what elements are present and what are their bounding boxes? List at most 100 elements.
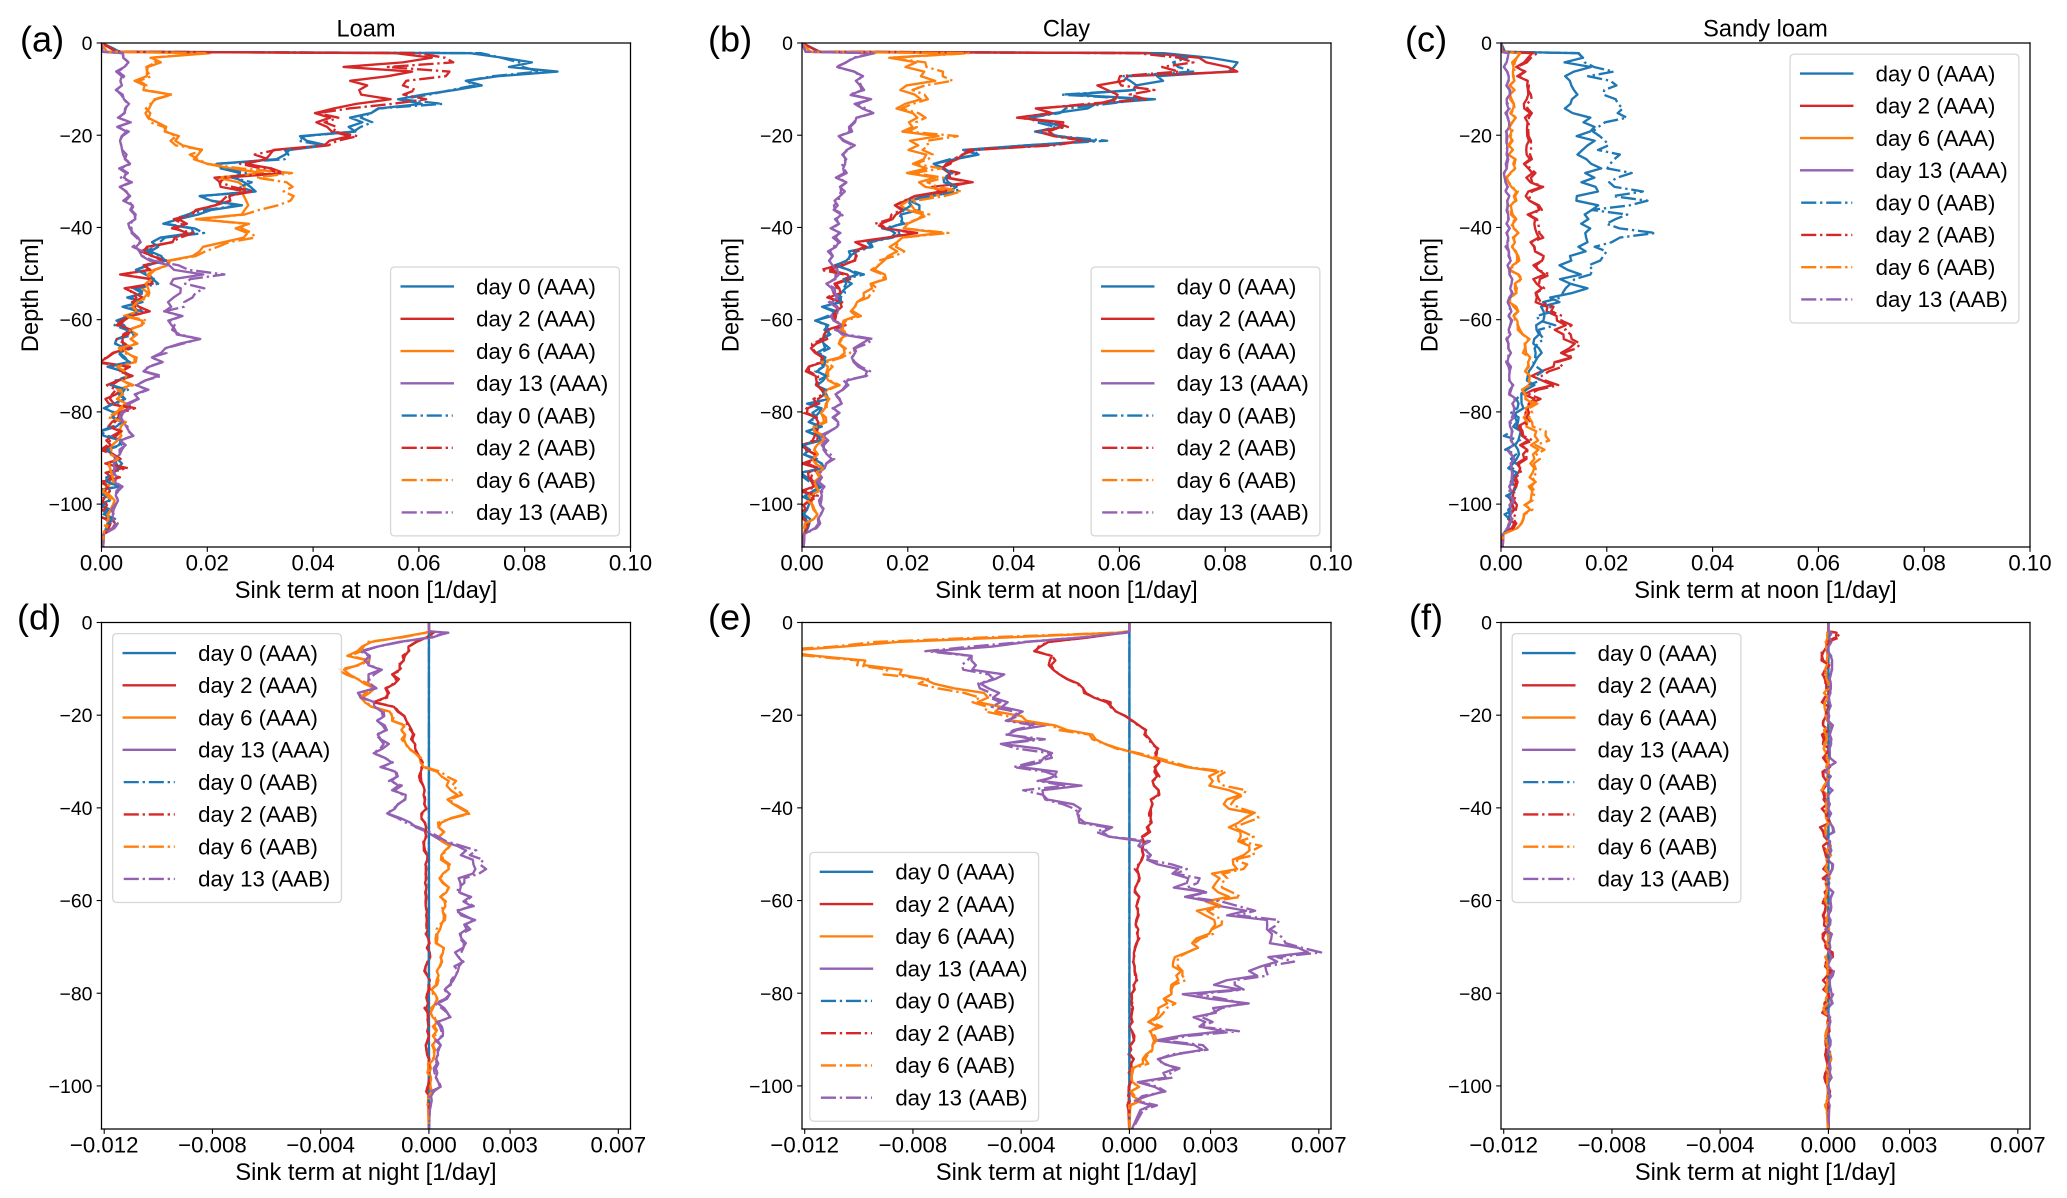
- svg-text:−100: −100: [49, 1076, 93, 1098]
- svg-text:−40: −40: [760, 798, 793, 820]
- svg-text:0.000: 0.000: [401, 1133, 457, 1158]
- svg-text:0: 0: [82, 613, 93, 635]
- svg-text:0.10: 0.10: [1309, 551, 1352, 576]
- svg-text:day 13 (AAB): day 13 (AAB): [198, 867, 330, 892]
- svg-text:0.08: 0.08: [1204, 551, 1247, 576]
- svg-text:Depth [cm]: Depth [cm]: [1418, 238, 1444, 352]
- svg-text:−100: −100: [749, 494, 793, 516]
- svg-text:0: 0: [782, 613, 793, 635]
- svg-text:−20: −20: [1459, 125, 1492, 147]
- svg-text:day 6 (AAA): day 6 (AAA): [1177, 339, 1297, 364]
- svg-text:day 13 (AAA): day 13 (AAA): [1598, 738, 1730, 763]
- svg-text:0.02: 0.02: [1585, 551, 1628, 576]
- svg-text:day 6 (AAB): day 6 (AAB): [1177, 468, 1297, 493]
- svg-text:day 13 (AAB): day 13 (AAB): [895, 1086, 1027, 1111]
- svg-text:day 6 (AAA): day 6 (AAA): [1876, 126, 1996, 151]
- svg-text:day 6 (AAB): day 6 (AAB): [1876, 255, 1996, 280]
- svg-text:0.00: 0.00: [780, 551, 823, 576]
- svg-text:−100: −100: [49, 494, 93, 516]
- svg-text:Sink term at noon [1/day]: Sink term at noon [1/day]: [235, 578, 497, 604]
- svg-text:day 2 (AAB): day 2 (AAB): [1177, 436, 1297, 461]
- svg-text:0.007: 0.007: [1990, 1133, 2046, 1158]
- svg-text:(b): (b): [708, 19, 752, 60]
- svg-text:day 0 (AAB): day 0 (AAB): [895, 989, 1015, 1014]
- svg-text:day 6 (AAA): day 6 (AAA): [895, 924, 1015, 949]
- svg-text:day 2 (AAB): day 2 (AAB): [1876, 223, 1996, 248]
- svg-text:−0.008: −0.008: [1578, 1133, 1647, 1158]
- svg-text:−40: −40: [59, 217, 92, 239]
- svg-text:0.08: 0.08: [1903, 551, 1946, 576]
- svg-text:(c): (c): [1405, 19, 1447, 60]
- svg-text:day 6 (AAB): day 6 (AAB): [198, 834, 318, 859]
- svg-text:−60: −60: [760, 310, 793, 332]
- svg-text:day 13 (AAB): day 13 (AAB): [1177, 500, 1309, 525]
- svg-text:0.04: 0.04: [291, 551, 334, 576]
- svg-text:day 0 (AAA): day 0 (AAA): [1876, 61, 1996, 86]
- svg-text:day 2 (AAB): day 2 (AAB): [1598, 802, 1718, 827]
- svg-text:−40: −40: [760, 217, 793, 239]
- svg-text:0.000: 0.000: [1801, 1133, 1857, 1158]
- svg-text:Loam: Loam: [336, 17, 395, 43]
- svg-text:day 0 (AAB): day 0 (AAB): [198, 770, 318, 795]
- svg-text:0: 0: [782, 33, 793, 55]
- svg-text:0.007: 0.007: [1291, 1133, 1347, 1158]
- svg-text:day 2 (AAA): day 2 (AAA): [476, 307, 596, 332]
- svg-text:−100: −100: [1448, 494, 1492, 516]
- svg-text:−40: −40: [59, 798, 92, 820]
- svg-text:day 13 (AAB): day 13 (AAB): [1598, 867, 1730, 892]
- svg-text:−0.004: −0.004: [1686, 1133, 1755, 1158]
- svg-text:0.003: 0.003: [482, 1133, 538, 1158]
- svg-text:(d): (d): [17, 597, 61, 638]
- svg-text:day 0 (AAA): day 0 (AAA): [895, 860, 1015, 885]
- svg-text:day 2 (AAA): day 2 (AAA): [1876, 94, 1996, 119]
- svg-text:−40: −40: [1459, 798, 1492, 820]
- svg-text:−20: −20: [760, 125, 793, 147]
- svg-text:0.003: 0.003: [1183, 1133, 1239, 1158]
- svg-text:day 0 (AAB): day 0 (AAB): [1876, 190, 1996, 215]
- svg-text:−80: −80: [760, 402, 793, 424]
- svg-text:Depth [cm]: Depth [cm]: [719, 238, 745, 352]
- svg-text:0.04: 0.04: [1691, 551, 1734, 576]
- svg-text:day 0 (AAA): day 0 (AAA): [1177, 274, 1297, 299]
- svg-text:day 13 (AAA): day 13 (AAA): [198, 738, 330, 763]
- svg-text:day 13 (AAB): day 13 (AAB): [476, 500, 608, 525]
- svg-text:0: 0: [1481, 613, 1492, 635]
- svg-text:day 2 (AAB): day 2 (AAB): [476, 436, 596, 461]
- svg-text:day 6 (AAA): day 6 (AAA): [1598, 705, 1718, 730]
- svg-text:day 0 (AAA): day 0 (AAA): [198, 641, 318, 666]
- svg-text:0: 0: [1481, 33, 1492, 55]
- svg-text:−0.012: −0.012: [770, 1133, 839, 1158]
- svg-text:day 2 (AAA): day 2 (AAA): [895, 892, 1015, 917]
- svg-text:day 6 (AAA): day 6 (AAA): [476, 339, 596, 364]
- svg-text:day 0 (AAB): day 0 (AAB): [1598, 770, 1718, 795]
- svg-text:−0.004: −0.004: [286, 1133, 355, 1158]
- svg-text:−100: −100: [749, 1076, 793, 1098]
- svg-text:0.06: 0.06: [1098, 551, 1141, 576]
- svg-text:0.10: 0.10: [609, 551, 652, 576]
- svg-text:day 13 (AAA): day 13 (AAA): [1177, 371, 1309, 396]
- svg-text:−20: −20: [760, 705, 793, 727]
- svg-text:day 6 (AAB): day 6 (AAB): [1598, 834, 1718, 859]
- svg-text:−100: −100: [1448, 1076, 1492, 1098]
- svg-text:Sink term at night [1/day]: Sink term at night [1/day]: [936, 1160, 1197, 1186]
- svg-text:−60: −60: [1459, 310, 1492, 332]
- svg-text:0.10: 0.10: [2008, 551, 2051, 576]
- svg-text:day 2 (AAB): day 2 (AAB): [895, 1021, 1015, 1046]
- svg-text:0.000: 0.000: [1102, 1133, 1158, 1158]
- svg-text:Sandy loam: Sandy loam: [1703, 17, 1828, 43]
- svg-text:Depth [cm]: Depth [cm]: [18, 238, 44, 352]
- svg-text:−60: −60: [59, 310, 92, 332]
- svg-text:−20: −20: [59, 705, 92, 727]
- svg-text:0.00: 0.00: [80, 551, 123, 576]
- svg-text:day 13 (AAB): day 13 (AAB): [1876, 287, 2008, 312]
- svg-text:(e): (e): [708, 597, 752, 638]
- svg-text:−0.012: −0.012: [70, 1133, 139, 1158]
- svg-text:day 0 (AAB): day 0 (AAB): [476, 403, 596, 428]
- svg-text:day 13 (AAA): day 13 (AAA): [895, 956, 1027, 981]
- svg-text:−80: −80: [59, 402, 92, 424]
- svg-text:−0.008: −0.008: [879, 1133, 948, 1158]
- svg-text:day 6 (AAB): day 6 (AAB): [476, 468, 596, 493]
- svg-text:day 6 (AAB): day 6 (AAB): [895, 1053, 1015, 1078]
- svg-text:−60: −60: [1459, 891, 1492, 913]
- svg-text:0.02: 0.02: [186, 551, 229, 576]
